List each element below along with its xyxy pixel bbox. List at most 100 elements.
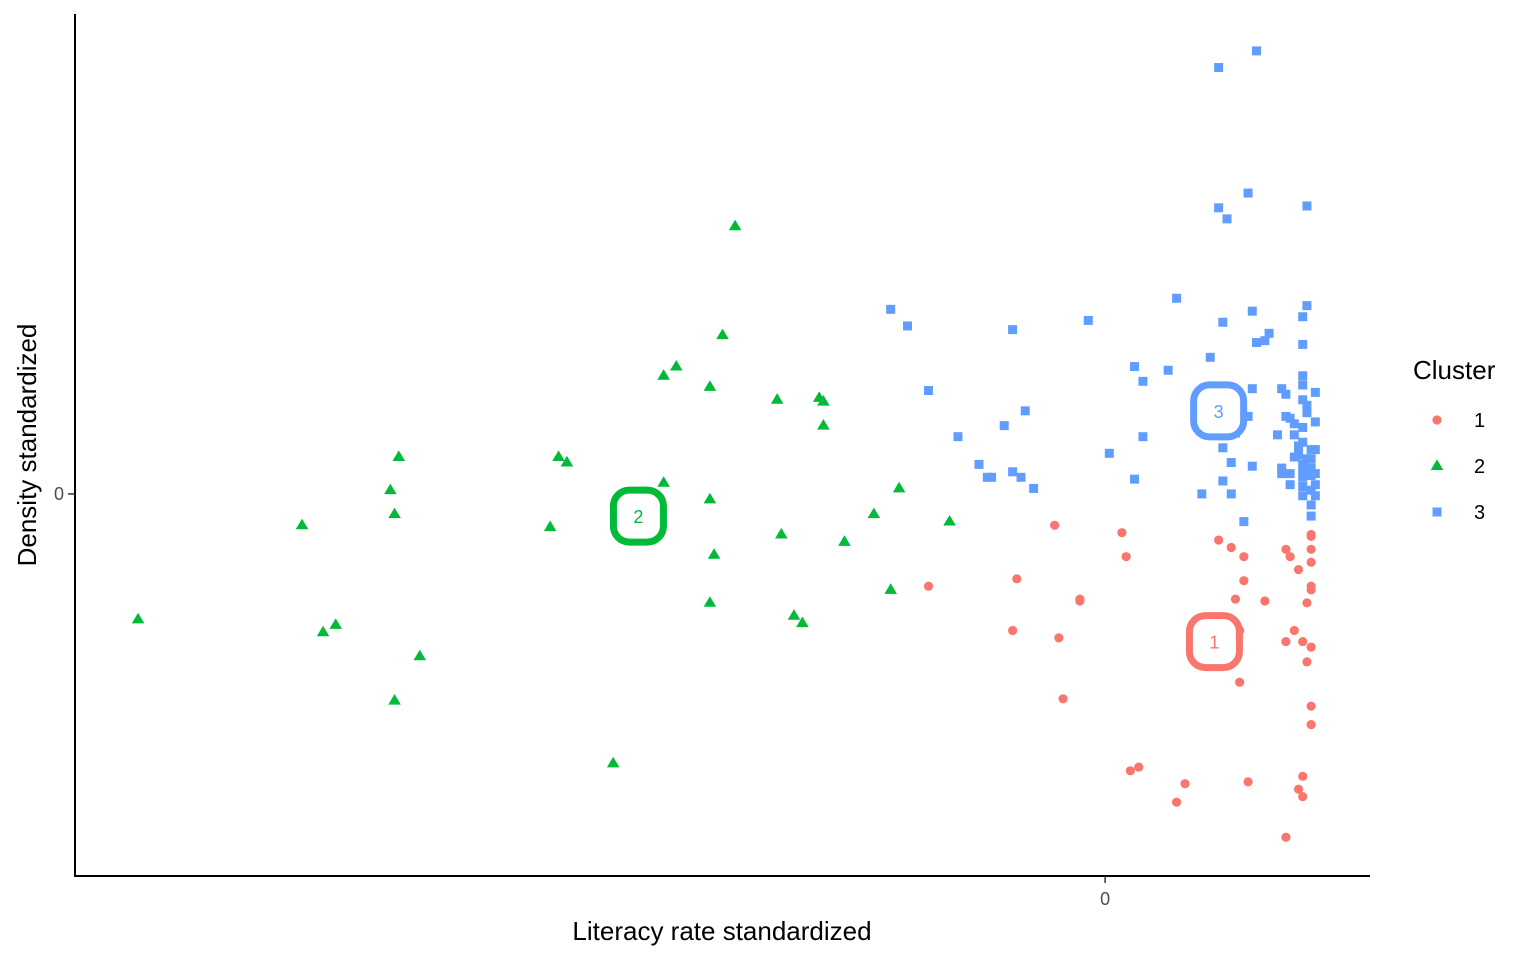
data-point-cluster-3 bbox=[1138, 376, 1148, 386]
data-point-cluster-1 bbox=[1306, 701, 1316, 711]
data-point-cluster-1 bbox=[1121, 552, 1131, 562]
data-point-cluster-2 bbox=[943, 515, 956, 526]
data-point-cluster-2 bbox=[606, 756, 620, 768]
data-point-cluster-1 bbox=[1125, 766, 1135, 776]
data-point-cluster-3 bbox=[1218, 476, 1228, 486]
data-point-cluster-3 bbox=[1226, 458, 1236, 468]
data-point-cluster-1 bbox=[1243, 777, 1253, 787]
data-point-cluster-1 bbox=[1117, 528, 1127, 538]
data-point-cluster-1 bbox=[1008, 625, 1018, 636]
data-point-cluster-1 bbox=[1180, 779, 1190, 789]
data-point-cluster-3 bbox=[987, 472, 997, 482]
y-axis-title: Density standardized bbox=[12, 324, 42, 567]
data-point-cluster-1 bbox=[923, 581, 934, 591]
centroid-marker-cluster-3 bbox=[1190, 381, 1248, 441]
data-point-cluster-3 bbox=[1239, 517, 1249, 527]
data-point-cluster-2 bbox=[703, 492, 717, 504]
data-point-cluster-3 bbox=[1310, 445, 1320, 455]
data-point-cluster-3 bbox=[1302, 301, 1312, 311]
data-point-cluster-2 bbox=[413, 649, 427, 661]
y-ticks: 0 bbox=[54, 484, 75, 504]
data-point-cluster-2 bbox=[728, 219, 742, 231]
x-tick-label: 0 bbox=[1100, 889, 1110, 909]
data-point-cluster-2 bbox=[669, 359, 683, 371]
data-point-cluster-1 bbox=[1302, 598, 1312, 608]
data-point-cluster-2 bbox=[703, 596, 717, 607]
data-point-cluster-2 bbox=[716, 328, 729, 340]
data-point-cluster-3 bbox=[1302, 201, 1312, 211]
data-point-cluster-1 bbox=[1171, 797, 1182, 807]
data-point-cluster-3 bbox=[1298, 491, 1308, 501]
data-point-cluster-3 bbox=[1306, 463, 1316, 473]
data-point-cluster-3 bbox=[1298, 472, 1308, 482]
data-point-cluster-3 bbox=[1247, 384, 1257, 394]
data-point-cluster-1 bbox=[1281, 544, 1291, 554]
data-point-cluster-2 bbox=[838, 535, 851, 546]
data-point-cluster-3 bbox=[999, 421, 1009, 431]
data-point-cluster-2 bbox=[316, 625, 330, 637]
data-point-cluster-1 bbox=[1058, 694, 1068, 704]
data-point-cluster-2 bbox=[817, 395, 830, 406]
data-point-cluster-3 bbox=[1310, 480, 1320, 490]
data-point-cluster-3 bbox=[1016, 472, 1026, 482]
data-point-cluster-1 bbox=[1075, 594, 1085, 604]
data-point-cluster-2 bbox=[817, 419, 830, 430]
data-point-cluster-3 bbox=[1285, 480, 1295, 490]
data-point-cluster-3 bbox=[1302, 454, 1312, 464]
data-point-cluster-1 bbox=[1306, 531, 1316, 541]
data-point-cluster-3 bbox=[1247, 461, 1257, 471]
data-point-cluster-2 bbox=[657, 369, 670, 380]
data-point-cluster-2 bbox=[560, 455, 574, 467]
data-point-cluster-1 bbox=[1134, 762, 1144, 772]
data-point-cluster-1 bbox=[1260, 596, 1270, 606]
data-point-cluster-3 bbox=[1277, 469, 1287, 479]
data-point-cluster-1 bbox=[1235, 677, 1245, 687]
data-point-cluster-3 bbox=[1310, 469, 1320, 479]
x-ticks: 0 bbox=[1100, 876, 1110, 909]
data-point-cluster-3 bbox=[1205, 352, 1215, 362]
data-point-cluster-3 bbox=[1285, 469, 1295, 479]
data-point-cluster-1 bbox=[1298, 636, 1308, 647]
data-point-cluster-3 bbox=[1130, 362, 1140, 372]
data-point-cluster-3 bbox=[1298, 482, 1308, 492]
data-point-cluster-2 bbox=[796, 616, 809, 628]
data-point-cluster-1 bbox=[1054, 633, 1064, 643]
data-point-cluster-3 bbox=[1294, 450, 1304, 460]
centroid-label-cluster-3: 3 bbox=[1214, 402, 1224, 422]
data-point-cluster-3 bbox=[1273, 430, 1282, 440]
data-point-cluster-3 bbox=[1008, 467, 1018, 477]
data-point-cluster-2 bbox=[543, 520, 557, 532]
data-point-cluster-2 bbox=[552, 450, 565, 461]
data-point-cluster-3 bbox=[1218, 443, 1228, 453]
data-point-cluster-3 bbox=[1289, 430, 1299, 440]
data-point-cluster-3 bbox=[1104, 448, 1114, 458]
data-point-cluster-3 bbox=[953, 432, 963, 442]
data-point-cluster-1 bbox=[1306, 557, 1316, 567]
data-point-cluster-2 bbox=[329, 618, 342, 629]
data-point-cluster-3 bbox=[1138, 432, 1148, 442]
points-layer bbox=[131, 46, 1320, 842]
data-point-cluster-2 bbox=[787, 609, 801, 620]
data-point-cluster-3 bbox=[1298, 312, 1308, 322]
legend-label-cluster-3: 3 bbox=[1474, 502, 1485, 524]
legend-title: Cluster bbox=[1413, 355, 1496, 385]
data-point-cluster-2 bbox=[388, 694, 401, 705]
data-point-cluster-1 bbox=[1230, 594, 1241, 604]
legend-key-cluster-3 bbox=[1432, 507, 1442, 517]
data-point-cluster-1 bbox=[1239, 576, 1249, 586]
data-point-cluster-2 bbox=[867, 507, 881, 519]
data-point-cluster-3 bbox=[1298, 437, 1308, 447]
data-point-cluster-3 bbox=[1218, 317, 1228, 327]
legend: Cluster 1 2 3 bbox=[1413, 355, 1496, 524]
data-point-cluster-1 bbox=[1239, 552, 1249, 562]
data-point-cluster-1 bbox=[1306, 544, 1316, 554]
data-point-cluster-3 bbox=[1298, 467, 1308, 477]
data-point-cluster-3 bbox=[1020, 406, 1030, 416]
data-point-cluster-1 bbox=[1281, 636, 1291, 647]
legend-key-cluster-1 bbox=[1432, 415, 1442, 425]
data-point-cluster-3 bbox=[1197, 489, 1207, 499]
data-point-cluster-1 bbox=[1289, 625, 1299, 636]
data-point-cluster-3 bbox=[1285, 413, 1295, 423]
data-point-cluster-2 bbox=[770, 393, 784, 404]
data-point-cluster-3 bbox=[1163, 365, 1173, 375]
